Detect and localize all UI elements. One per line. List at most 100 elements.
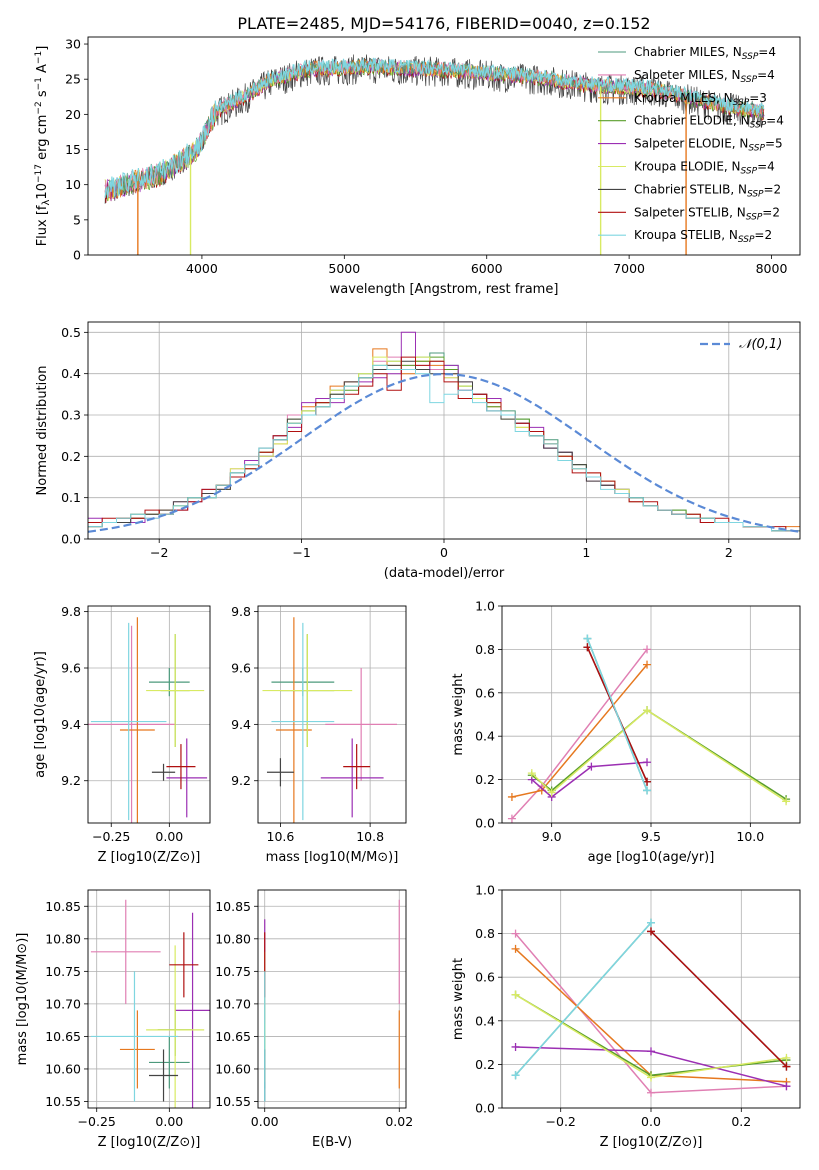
- mass_vs_ebv-ytick-label: 10.75: [215, 964, 251, 979]
- spectrum-legend-label: Salpeter MILES, NSSP=4: [634, 68, 775, 85]
- mass_weight_vs_Z-xtick-label: 0.2: [731, 1114, 751, 1129]
- spectrum-legend-value: =4: [757, 68, 775, 82]
- age_vs_Z-xlabel: Z [log10(Z/Z⊙)]: [98, 850, 201, 865]
- mass_weight_vs_Z-point-marker: [782, 1062, 791, 1071]
- spectrum-ytick-label: 20: [65, 107, 81, 122]
- mass_weight_vs_age-axes: 9.0 9.5 10.0 0.0 0.2 0.4 0.6 0.8 1.0: [475, 599, 800, 844]
- age_vs_Z-ylabel: age [log10(age/yr)]: [33, 651, 48, 778]
- residuals-frame: [87, 321, 801, 540]
- mass_weight_vs_Z-point-marker: [511, 1042, 520, 1051]
- spectrum-legend-value: =4: [758, 45, 776, 59]
- spectrum-ytick-label: 10: [65, 177, 81, 192]
- age_vs_mass-ytick-label: 9.2: [231, 773, 251, 788]
- mass_weight_vs_Z-series-line: [650, 930, 788, 1068]
- age_vs_mass-axes: 10.6 10.8 9.2 9.4 9.6 9.8: [231, 604, 406, 844]
- mass_weight_vs_Z-point-marker: [782, 1053, 791, 1062]
- spectrum-ytick-label: 25: [65, 72, 81, 87]
- mass_weight_vs_age-ytick-label: 0.4: [475, 729, 495, 744]
- mass_weight_vs_Z-point-marker: [511, 990, 520, 999]
- residuals-xtick-label: −2: [150, 545, 168, 560]
- mass_weight_vs_Z-xlabel: Z [log10(Z/Z⊙)]: [600, 1135, 703, 1150]
- mass_weight_vs_Z-point-marker: [511, 929, 520, 938]
- mass_weight_vs_age-point-marker: [547, 788, 556, 797]
- mass_weight_vs_age-ytick-label: 0.2: [475, 772, 495, 787]
- age_vs_mass-plot: [262, 617, 398, 823]
- spectrum-ylabel-part: A: [35, 64, 50, 77]
- age_vs_mass-frame: [257, 605, 407, 824]
- residuals-ytick-label: 0.4: [61, 366, 81, 381]
- mass_vs_ebv-xtick-label: 0.02: [385, 1114, 413, 1129]
- mass_vs_Z-xtick-label: 0.00: [155, 1114, 183, 1129]
- mass_weight_vs_Z-point-marker: [511, 944, 520, 953]
- spectrum-legend-sub: SSP: [746, 212, 763, 222]
- mass_vs_ebv-ytick-label: 10.80: [215, 931, 251, 946]
- mass_weight_vs_Z-point-marker: [647, 1088, 655, 1097]
- mass_weight_vs_age-point-marker: [643, 660, 652, 669]
- spectrum-ylabel-part: erg cm: [35, 115, 50, 164]
- mass_weight_vs_Z-ytick-label: 0.0: [475, 1101, 495, 1116]
- age_vs_Z-frame: [87, 605, 211, 824]
- mass_weight_vs_Z-point-marker: [647, 927, 655, 936]
- spectrum-ylabel-sup: −1: [34, 77, 44, 90]
- mass_weight_vs_Z-axes: −0.2 0.0 0.2 0.0 0.2 0.4 0.6 0.8 1.0: [475, 883, 800, 1129]
- spectrum-legend-sub: SSP: [738, 235, 755, 245]
- residuals-ytick-label: 0.3: [61, 408, 81, 423]
- mass_vs_ebv-ytick-label: 10.85: [215, 899, 251, 914]
- residuals-xtick-label: 2: [725, 545, 733, 560]
- spectrum-ytick-label: 15: [65, 142, 81, 157]
- spectrum-legend-sub: SSP: [747, 189, 764, 199]
- residuals-gaussian: [88, 372, 800, 533]
- spectrum-legend-value: =2: [764, 182, 782, 196]
- mass_weight_vs_age-series-line: [531, 709, 787, 800]
- spectrum-legend-value: =2: [762, 205, 780, 219]
- mass_weight_vs_age-ylabel: mass weight: [451, 673, 466, 755]
- mass_weight_vs_Z-point-marker: [647, 918, 655, 927]
- mass_weight_vs_Z-point-marker: [647, 1047, 655, 1056]
- spectrum-xtick-label: 7000: [613, 261, 645, 276]
- mass_vs_Z-ytick-label: 10.80: [45, 931, 81, 946]
- mass_vs_ebv-ytick-label: 10.65: [215, 1029, 251, 1044]
- mass_weight_vs_Z-ytick-label: 1.0: [475, 883, 495, 898]
- mass_weight_vs_Z-point-marker: [782, 1082, 791, 1091]
- residuals-axes: −2 −1 0 1 2 0.0 0.1 0.2 0.3 0.4 0.5: [61, 322, 800, 560]
- mass_weight_vs_Z-point-marker: [511, 1071, 520, 1080]
- spectrum-legend-sub: SSP: [750, 121, 767, 131]
- spectrum-xlabel: wavelength [Angstrom, rest frame]: [330, 282, 559, 297]
- spectrum-ytick-label: 0: [73, 248, 81, 263]
- mass_weight_vs_age-point-marker: [643, 645, 652, 654]
- mass_vs_ebv-ytick-label: 10.60: [215, 1061, 251, 1076]
- age_vs_mass-xtick-label: 10.6: [267, 829, 295, 844]
- mass_weight_vs_age-ytick-label: 1.0: [475, 599, 495, 614]
- mass_vs_ebv-ytick-label: 10.70: [215, 996, 251, 1011]
- spectrum-legend-label: Chabrier STELIB, NSSP=2: [634, 182, 781, 199]
- spectrum-plot: [104, 54, 765, 255]
- spectrum-legend: Chabrier MILES, NSSP=4 Salpeter MILES, NS…: [598, 45, 784, 245]
- mass_weight_vs_age-xtick-label: 10.0: [736, 829, 764, 844]
- mass_vs_Z-xlabel: Z [log10(Z/Z⊙)]: [98, 1135, 201, 1150]
- age_vs_Z-plot: [88, 617, 208, 823]
- mass_weight_vs_Z-ylabel: mass weight: [451, 958, 466, 1040]
- mass_vs_ebv-ytick-label: 10.55: [215, 1094, 251, 1109]
- spectrum-legend-value: =3: [749, 91, 767, 105]
- residuals-plot: [88, 331, 800, 533]
- age_vs_mass-xlabel: mass [log10(M/M⊙)]: [266, 850, 399, 865]
- spectrum-xtick-label: 4000: [186, 261, 218, 276]
- spectrum-legend-sub: SSP: [741, 167, 758, 177]
- mass_vs_ebv-xlabel: E(B-V): [312, 1135, 352, 1150]
- mass_vs_ebv-plot: [264, 899, 400, 1102]
- spectrum-legend-sub: SSP: [748, 144, 765, 154]
- age_vs_Z-axes: −0.25 0.00 9.2 9.4 9.6 9.8: [61, 604, 210, 844]
- spectrum-legend-label: Kroupa ELODIE, NSSP=4: [634, 160, 775, 177]
- mass_vs_Z-plot: [90, 899, 210, 1108]
- spectrum-ylabel-sub: λ: [41, 199, 52, 205]
- spectrum-legend-label: Chabrier MILES, NSSP=4: [634, 45, 776, 62]
- residuals-xtick-label: 1: [582, 545, 590, 560]
- age_vs_Z-ytick-label: 9.2: [61, 773, 81, 788]
- age_vs_Z-ytick-label: 9.8: [61, 604, 81, 619]
- residuals-ytick-label: 0.1: [61, 490, 81, 505]
- spectrum-legend-label: Salpeter STELIB, NSSP=2: [634, 205, 780, 222]
- spectrum-ylabel-sup: −2: [34, 101, 44, 114]
- age_vs_mass-ytick-label: 9.8: [231, 604, 251, 619]
- residuals-legend-label: 𝒩(0,1): [739, 337, 782, 352]
